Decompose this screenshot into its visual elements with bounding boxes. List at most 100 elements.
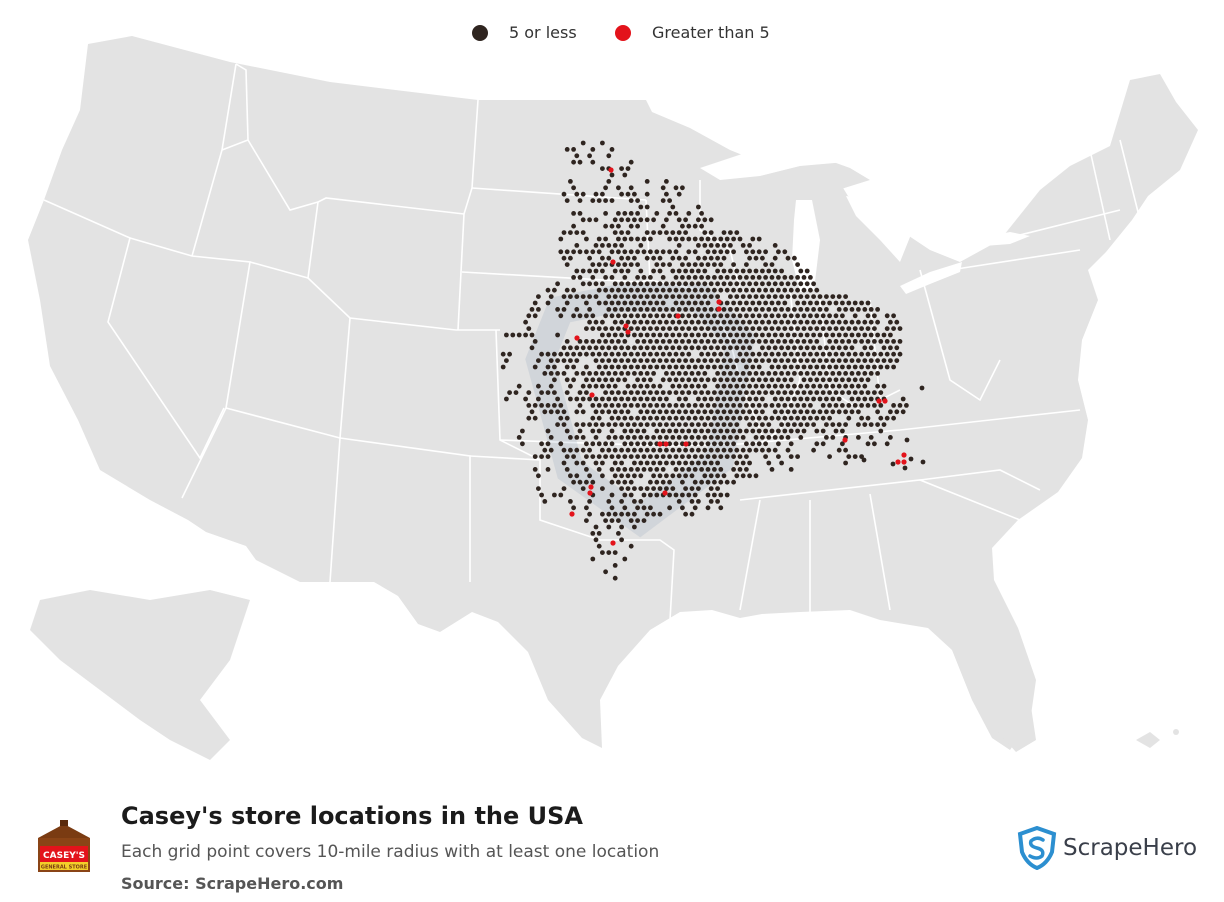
lake-superior <box>700 146 846 180</box>
store-dot <box>673 467 679 472</box>
store-dot <box>609 287 615 293</box>
store-dot <box>603 403 608 408</box>
store-dot <box>804 307 810 312</box>
store-dot <box>763 339 768 344</box>
store-dot <box>769 339 775 344</box>
store-dot <box>740 243 746 248</box>
store-dot <box>827 300 832 306</box>
store-dot <box>731 236 736 242</box>
store-dot <box>696 281 701 287</box>
store-dot <box>756 390 762 395</box>
store-dot <box>731 364 736 370</box>
store-dot <box>798 435 804 440</box>
store-dot <box>868 435 874 440</box>
store-dot <box>561 230 567 236</box>
store-dot <box>632 294 637 299</box>
lake-michigan <box>792 200 820 292</box>
store-dot <box>731 454 736 459</box>
store-dot <box>616 223 621 229</box>
store-dot <box>587 447 592 453</box>
store-dot <box>660 364 666 370</box>
store-dot <box>590 415 596 421</box>
store-dot <box>683 486 688 491</box>
store-dot <box>574 294 580 299</box>
store-dot <box>632 524 637 530</box>
store-dot <box>590 454 596 459</box>
store-dot <box>628 249 634 255</box>
store-dot <box>568 255 573 261</box>
store-dot <box>766 358 772 363</box>
store-dot <box>750 364 756 370</box>
store-dot <box>779 307 784 312</box>
store-dot <box>676 281 682 287</box>
store-dot <box>808 287 813 293</box>
store-dot <box>731 390 736 395</box>
store-dot <box>676 371 682 376</box>
store-dot <box>686 428 692 434</box>
store-dot <box>776 339 781 344</box>
store-dot <box>657 294 663 299</box>
store-dot <box>878 339 884 344</box>
store-dot <box>830 383 836 389</box>
store-dot <box>884 441 890 447</box>
store-dot <box>843 371 848 376</box>
store-dot <box>657 307 663 312</box>
store-dot <box>609 390 615 395</box>
store-dot <box>865 390 871 395</box>
store-dot <box>670 204 676 210</box>
store-dot <box>632 358 637 363</box>
store-dot <box>808 390 813 395</box>
store-dot <box>721 383 727 389</box>
store-dot <box>908 456 914 462</box>
store-dot <box>702 396 708 402</box>
store-dot <box>696 486 701 491</box>
store-dot <box>766 307 772 312</box>
store-dot <box>728 383 733 389</box>
store-dot <box>705 275 711 280</box>
store-dot <box>660 479 666 485</box>
store-dot <box>744 287 749 293</box>
store-dot <box>795 415 800 421</box>
store-dot <box>776 275 781 280</box>
store-dot <box>804 345 810 351</box>
store-dot <box>680 326 685 331</box>
store-dot <box>644 511 650 517</box>
store-dot-high <box>587 490 593 496</box>
store-dot <box>737 313 743 319</box>
store-dot <box>590 198 596 204</box>
store-dot <box>635 467 640 472</box>
store-dot <box>612 243 618 248</box>
store-dot <box>894 319 900 325</box>
store-dot <box>628 415 634 421</box>
store-dot <box>654 390 660 395</box>
store-dot <box>635 415 640 421</box>
store-dot <box>532 454 538 459</box>
store-dot <box>667 505 672 511</box>
store-dot <box>718 351 724 357</box>
store-dot <box>612 383 618 389</box>
store-dot <box>760 345 765 351</box>
store-dot <box>606 332 612 338</box>
store-dot <box>696 243 701 248</box>
store-dot <box>574 307 580 312</box>
store-dot <box>817 345 823 351</box>
store-dot <box>731 300 736 306</box>
store-dot <box>580 281 586 287</box>
store-dot <box>689 319 695 325</box>
store-dot <box>619 268 624 274</box>
store-dot <box>699 326 704 331</box>
store-dot <box>680 351 685 357</box>
store-dot <box>731 262 736 267</box>
store-dot <box>564 198 570 204</box>
store-dot <box>670 332 676 338</box>
store-dot <box>664 345 669 351</box>
store-dot <box>619 281 624 287</box>
store-dot <box>776 403 781 408</box>
store-dot <box>744 377 749 383</box>
store-dot <box>657 255 663 261</box>
store-dot <box>625 319 631 325</box>
store-dot <box>702 332 708 338</box>
store-dot <box>795 300 800 306</box>
store-dot <box>635 262 640 267</box>
store-dot <box>574 409 580 415</box>
